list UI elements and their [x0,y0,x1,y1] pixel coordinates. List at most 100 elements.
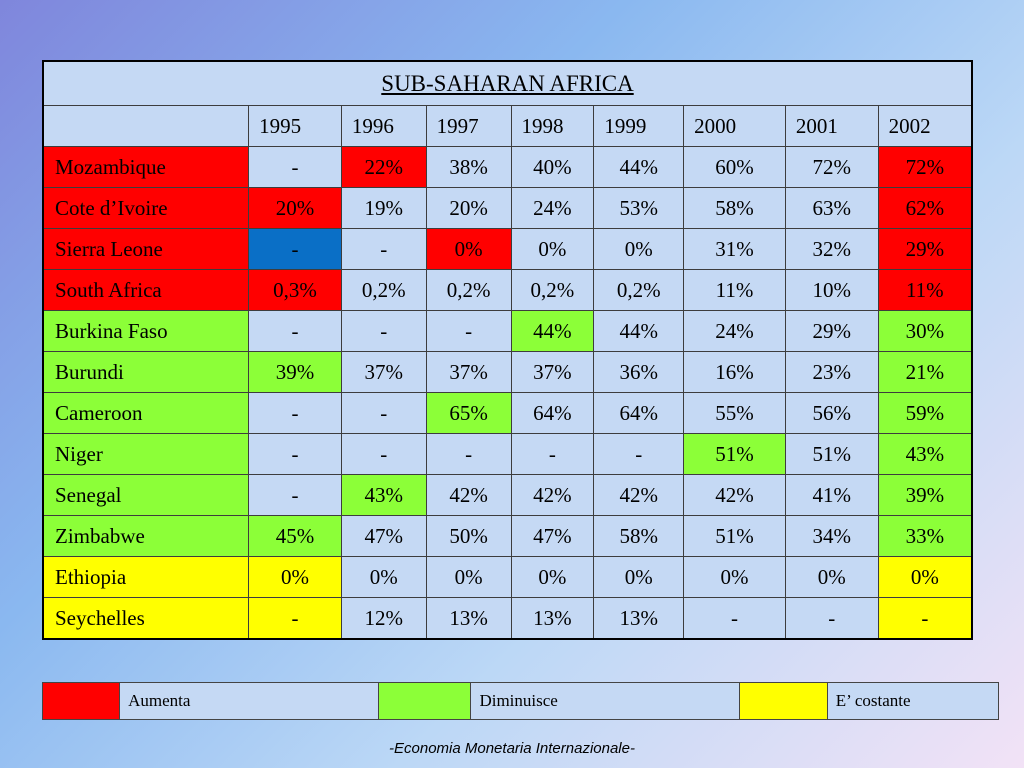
country-cell: Cameroon [42,392,250,434]
value-cell: 64% [593,392,685,434]
legend-swatch-green [378,682,472,720]
value-cell: - [340,433,427,475]
value-cell: 0% [425,228,512,270]
value-cell: 37% [510,351,595,393]
country-cell: Zimbabwe [42,515,250,557]
value-cell: 12% [340,597,427,640]
value-cell: - [425,433,512,475]
value-cell: 0% [593,228,685,270]
country-cell: Niger [42,433,250,475]
value-cell: 58% [683,187,786,229]
value-cell: 0% [593,556,685,598]
table-row: Senegal -43% 42% 42% 42% 42% 41% 39% [42,474,973,516]
value-cell: 0% [510,556,595,598]
year-header-2000: 2000 [683,105,786,147]
country-cell: Burundi [42,351,250,393]
value-cell: 53% [593,187,685,229]
value-cell: 56% [784,392,879,434]
value-cell: 22% [340,146,427,188]
value-cell: 33% [877,515,973,557]
value-cell: 43% [877,433,973,475]
value-cell: 44% [593,146,685,188]
value-cell: 72% [784,146,879,188]
country-cell: Senegal [42,474,250,516]
country-cell: Cote d’Ivoire [42,187,250,229]
value-cell: 43% [340,474,427,516]
year-header-1996: 1996 [340,105,427,147]
table-row: Cameroon - -65% 64% 64% 55% 56% 59% [42,392,973,434]
year-header-1998: 1998 [510,105,595,147]
value-cell: - [593,433,685,475]
value-cell: - [340,228,427,270]
value-cell: 0,2% [425,269,512,311]
legend: Aumenta Diminuisce E’ costante [41,682,1000,720]
value-cell: 20% [248,187,342,229]
value-cell: 16% [683,351,786,393]
footer-text: -Economia Monetaria Internazionale- [389,740,635,757]
table-title: SUB-SAHARAN AFRICA [42,60,973,106]
value-cell: 0,2% [510,269,595,311]
value-cell: - [248,433,342,475]
value-cell: - [248,310,342,352]
value-cell: 31% [683,228,786,270]
value-cell: 51% [683,515,786,557]
value-cell: 60% [683,146,786,188]
value-cell: 32% [784,228,879,270]
legend-swatch-red [41,682,121,720]
table-row: Sierra Leone - -0% 0% 0% 31% 32% 29% [42,228,973,270]
value-cell: 37% [425,351,512,393]
value-cell: - [248,392,342,434]
legend-row: Aumenta Diminuisce E’ costante [41,682,1000,720]
value-cell: 47% [340,515,427,557]
table-row: Zimbabwe 45% 47% 50% 47% 58% 51% 34% 33% [42,515,973,557]
value-cell: 19% [340,187,427,229]
value-cell: 39% [877,474,973,516]
value-cell: 0% [248,556,342,598]
title-row: SUB-SAHARAN AFRICA [42,60,973,106]
country-cell: South Africa [42,269,250,311]
value-cell: 13% [593,597,685,640]
value-cell: 30% [877,310,973,352]
table-row: Niger - - - - -51% 51% 43% [42,433,973,475]
value-cell: - [510,433,595,475]
value-cell: 51% [683,433,786,475]
value-cell: 0,3% [248,269,342,311]
value-cell: 58% [593,515,685,557]
value-cell: 24% [683,310,786,352]
value-cell: 39% [248,351,342,393]
value-cell: 0,2% [593,269,685,311]
country-cell: Seychelles [42,597,250,640]
value-cell: 0% [340,556,427,598]
value-cell: 11% [683,269,786,311]
table-body: Mozambique -22% 38% 40% 44% 60% 72% 72% Cote d’I… [42,146,973,640]
legend-label: Aumenta [119,682,380,720]
value-cell: 41% [784,474,879,516]
table-row: Cote d’Ivoire 20% 19% 20% 24% 53% 58% 63% 62% [42,187,973,229]
country-cell: Sierra Leone [42,228,250,270]
value-cell: 51% [784,433,879,475]
legend-label: Diminuisce [470,682,740,720]
value-cell: 55% [683,392,786,434]
value-cell: 42% [593,474,685,516]
corner-cell [42,105,250,147]
value-cell: 44% [510,310,595,352]
value-cell: 63% [784,187,879,229]
value-cell: 0% [683,556,786,598]
legend-label: E’ costante [826,682,1000,720]
value-cell: 21% [877,351,973,393]
legend-swatch-yellow [738,682,828,720]
value-cell: 13% [510,597,595,640]
year-header-row: 1995 1996 1997 1998 1999 2000 2001 2002 [42,105,973,147]
value-cell: - [784,597,879,640]
value-cell: 0% [510,228,595,270]
year-header-1999: 1999 [593,105,685,147]
value-cell: 0% [877,556,973,598]
value-cell: - [248,146,342,188]
value-cell: 64% [510,392,595,434]
value-cell: - [248,474,342,516]
value-cell: 44% [593,310,685,352]
table-row: South Africa 0,3% 0,2% 0,2% 0,2% 0,2% 11% 10% 11… [42,269,973,311]
value-cell: 10% [784,269,879,311]
table-row: Mozambique -22% 38% 40% 44% 60% 72% 72% [42,146,973,188]
year-header-2001: 2001 [784,105,879,147]
